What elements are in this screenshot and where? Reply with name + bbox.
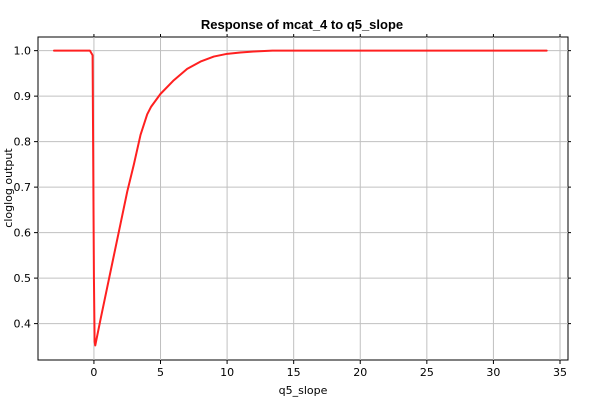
x-tick-label: 25: [420, 366, 434, 379]
x-tick-label: 0: [90, 366, 97, 379]
x-axis: 0 5 10 15 20 25 30 35: [90, 34, 567, 379]
chart-title: Response of mcat_4 to q5_slope: [201, 17, 403, 32]
x-axis-label: q5_slope: [279, 384, 328, 397]
y-tick-label: 0.4: [14, 318, 32, 331]
y-axis: 0.4 0.5 0.6 0.7 0.8 0.9 1.0: [14, 45, 571, 331]
y-axis-label: cloglog output: [2, 148, 15, 228]
x-tick-label: 10: [220, 366, 234, 379]
series-line-0: [52, 49, 548, 347]
x-tick-label: 15: [287, 366, 301, 379]
y-tick-label: 0.5: [14, 272, 32, 285]
x-tick-label: 35: [553, 366, 567, 379]
y-tick-label: 0.9: [14, 90, 32, 103]
x-tick-label: 20: [353, 366, 367, 379]
y-tick-label: 0.7: [14, 181, 32, 194]
y-tick-label: 0.6: [14, 227, 32, 240]
x-tick-label: 5: [157, 366, 164, 379]
grid: [38, 37, 568, 360]
y-tick-label: 0.8: [14, 136, 32, 149]
plot-area: [37, 36, 569, 361]
y-tick-label: 1.0: [14, 45, 32, 58]
x-tick-label: 30: [486, 366, 500, 379]
series-layer: [52, 49, 548, 347]
